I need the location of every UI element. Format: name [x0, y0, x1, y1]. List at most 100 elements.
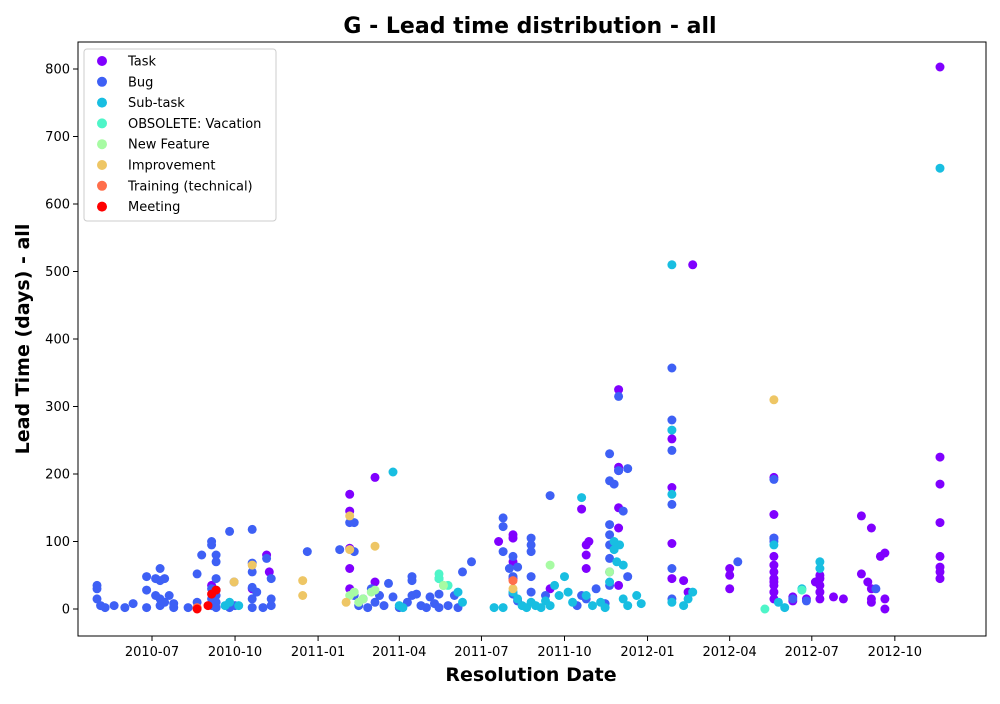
data-point	[605, 553, 615, 563]
data-point	[211, 585, 221, 595]
data-point	[581, 564, 591, 573]
data-point	[458, 567, 467, 577]
data-point	[252, 587, 262, 597]
data-point	[498, 603, 508, 613]
legend-entry-label: New Feature	[128, 138, 210, 153]
data-point	[801, 596, 811, 606]
x-tick-label: 2012-10	[868, 645, 922, 660]
data-point	[667, 489, 677, 499]
data-point	[769, 580, 779, 590]
data-point	[498, 522, 508, 532]
legend-entry-label: Training (technical)	[127, 179, 253, 194]
data-point	[856, 511, 866, 521]
data-point	[345, 511, 355, 521]
data-point	[725, 564, 735, 573]
legend-marker	[97, 180, 107, 191]
data-point	[815, 564, 825, 573]
x-tick-label: 2011-01	[291, 645, 345, 660]
data-point	[667, 415, 677, 425]
data-point	[467, 557, 476, 567]
data-point	[370, 541, 380, 551]
data-point	[545, 601, 555, 611]
data-point	[266, 601, 276, 611]
data-point	[341, 597, 351, 607]
data-point	[407, 576, 417, 586]
series-7	[192, 585, 221, 614]
data-point	[128, 599, 138, 609]
y-tick-label: 700	[45, 130, 70, 145]
data-point	[192, 569, 202, 579]
data-point	[623, 464, 633, 474]
data-point	[769, 587, 779, 597]
data-point	[169, 603, 179, 613]
data-point	[207, 540, 217, 550]
data-point	[880, 604, 890, 614]
data-point	[588, 601, 597, 611]
x-tick-label: 2012-04	[703, 645, 757, 660]
data-point	[370, 597, 380, 607]
data-point	[183, 603, 193, 613]
x-tick-label: 2011-04	[372, 645, 426, 660]
data-point	[526, 587, 536, 597]
data-point	[614, 523, 624, 533]
data-point	[577, 504, 587, 514]
data-point	[618, 594, 628, 604]
data-point	[109, 601, 119, 611]
data-point	[513, 594, 523, 604]
data-point	[266, 594, 276, 604]
data-point	[120, 603, 130, 613]
legend-marker	[97, 76, 107, 87]
data-point	[211, 550, 221, 560]
data-point	[92, 594, 102, 604]
data-point	[453, 587, 463, 597]
data-point	[298, 576, 308, 586]
data-point	[769, 510, 779, 519]
data-point	[225, 597, 235, 607]
data-point	[605, 530, 615, 540]
data-point	[871, 584, 881, 594]
y-tick-label: 400	[45, 333, 70, 348]
y-axis-ticks: 0 100 200 300 400 500 600 700 800	[45, 63, 78, 618]
data-point	[434, 574, 444, 584]
data-point	[247, 603, 257, 613]
data-point	[935, 574, 945, 584]
data-point	[458, 597, 467, 607]
data-point	[142, 572, 152, 582]
data-point	[494, 537, 504, 546]
data-point	[935, 163, 945, 173]
data-point	[266, 574, 276, 584]
data-point	[856, 569, 866, 579]
data-point	[349, 587, 359, 597]
data-point	[247, 594, 257, 604]
data-point	[412, 589, 421, 599]
data-point	[160, 574, 170, 584]
legend-entry-label: OBSOLETE: Vacation	[128, 117, 261, 132]
data-point	[345, 564, 355, 573]
data-point	[560, 572, 569, 582]
data-point	[935, 452, 945, 462]
data-point	[577, 493, 587, 503]
data-point	[345, 489, 355, 499]
data-point	[526, 572, 536, 582]
data-point	[815, 594, 825, 604]
data-point	[605, 577, 615, 587]
data-point	[667, 363, 677, 373]
series-4	[345, 560, 615, 607]
data-point	[425, 592, 435, 602]
data-point	[498, 547, 508, 557]
data-point	[618, 506, 628, 516]
legend-marker	[97, 56, 107, 66]
data-point	[584, 537, 594, 546]
data-point	[667, 539, 677, 548]
data-point	[581, 591, 591, 600]
data-point	[773, 597, 783, 607]
data-point	[345, 545, 355, 555]
data-point	[769, 395, 779, 405]
data-point	[358, 594, 368, 604]
x-axis-ticks: 2010-07 2010-10 2011-01 2011-04 2011-07 2011-…	[125, 636, 922, 660]
y-tick-label: 200	[45, 468, 70, 483]
data-point	[545, 560, 555, 570]
data-point	[815, 580, 825, 590]
legend-entry-label: Improvement	[128, 159, 215, 174]
data-point	[935, 567, 945, 577]
